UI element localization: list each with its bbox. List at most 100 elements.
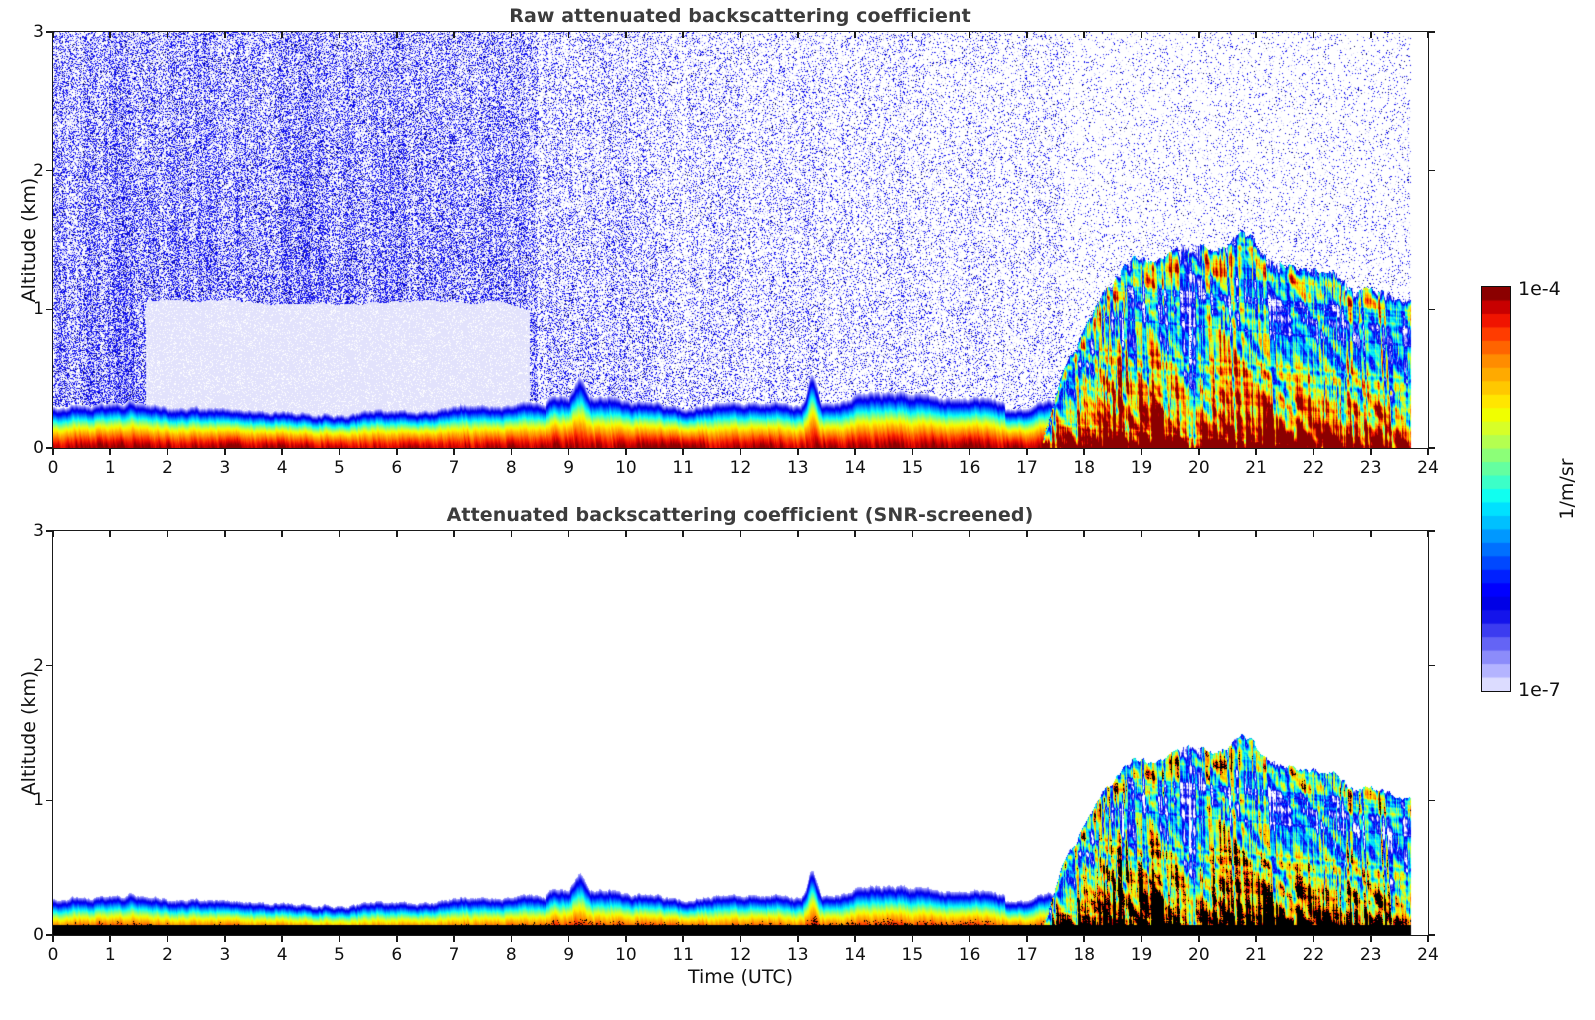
xtick-label-8: 8 [505, 458, 517, 478]
xtick-label-20: 20 [1188, 945, 1210, 965]
xtick-mark [1255, 530, 1257, 537]
xtick-mark [1026, 448, 1028, 455]
screened-panel-ylabel: Altitude (km) [18, 670, 40, 796]
xtick-label-8: 8 [505, 945, 517, 965]
raw-panel-heatmap [53, 32, 1428, 448]
xtick-label-19: 19 [1130, 945, 1153, 965]
xtick-mark [52, 530, 54, 537]
colorbar-max-label: 1e-4 [1518, 278, 1561, 300]
xtick-label-14: 14 [844, 945, 866, 965]
xtick-mark [854, 31, 856, 38]
xtick-mark [567, 935, 570, 942]
screened-panel-axes-frame [52, 530, 1429, 936]
xtick-mark [1369, 448, 1372, 455]
xtick-mark [968, 448, 971, 455]
xtick-mark [682, 935, 684, 942]
ytick-mark [1428, 530, 1435, 532]
xtick-mark [625, 31, 627, 38]
xtick-label-6: 6 [391, 945, 403, 965]
xtick-mark [281, 448, 283, 455]
screened-panel-heatmap [53, 531, 1428, 935]
xtick-mark [567, 448, 570, 455]
xtick-label-20: 20 [1188, 458, 1210, 478]
xtick-label-11: 11 [672, 945, 695, 965]
xtick-label-18: 18 [1073, 458, 1096, 478]
xtick-label-18: 18 [1073, 945, 1096, 965]
xtick-mark [1083, 935, 1086, 942]
xtick-mark [1255, 935, 1257, 942]
ytick-mark [46, 447, 53, 449]
xtick-mark [224, 31, 226, 38]
xtick-mark [338, 935, 341, 942]
xtick-mark [395, 31, 398, 38]
xtick-mark [739, 448, 742, 455]
xtick-mark [166, 31, 169, 38]
screened-panel-title: Attenuated backscattering coefficient (S… [446, 504, 1034, 526]
xtick-mark [682, 31, 684, 38]
xtick-label-4: 4 [276, 945, 288, 965]
xtick-mark [395, 448, 398, 455]
xtick-label-3: 3 [219, 458, 231, 478]
colorbar-unit-label: 1/m/sr [1556, 458, 1578, 520]
xtick-mark [1369, 935, 1372, 942]
xtick-mark [1312, 935, 1315, 942]
ytick-mark [1428, 308, 1435, 311]
ytick-mark [1428, 934, 1435, 936]
xtick-mark [911, 530, 914, 537]
xtick-mark [968, 31, 971, 38]
xtick-mark [1427, 935, 1429, 942]
screened-panel-xlabel: Time (UTC) [687, 966, 794, 988]
xtick-mark [911, 935, 914, 942]
xtick-mark [1140, 448, 1143, 455]
ytick-label-3: 3 [33, 22, 44, 42]
xtick-mark [109, 530, 112, 537]
xtick-mark [1312, 530, 1315, 537]
xtick-mark [338, 448, 341, 455]
xtick-label-16: 16 [958, 945, 981, 965]
ytick-mark [46, 31, 53, 33]
xtick-label-16: 16 [958, 458, 981, 478]
ytick-mark [1428, 664, 1435, 667]
xtick-label-7: 7 [448, 458, 460, 478]
xtick-label-14: 14 [844, 458, 866, 478]
xtick-label-21: 21 [1245, 458, 1267, 478]
ytick-mark [46, 530, 53, 532]
xtick-mark [109, 31, 112, 38]
ytick-label-3: 3 [33, 521, 44, 541]
xtick-mark [1369, 31, 1372, 38]
xtick-label-13: 13 [786, 458, 809, 478]
xtick-mark [453, 448, 455, 455]
xtick-mark [625, 448, 627, 455]
xtick-mark [1198, 448, 1200, 455]
xtick-mark [338, 530, 341, 537]
xtick-mark [1312, 448, 1315, 455]
xtick-mark [1427, 448, 1429, 455]
xtick-label-2: 2 [162, 945, 173, 965]
xtick-label-23: 23 [1359, 945, 1382, 965]
xtick-mark [739, 530, 742, 537]
xtick-label-15: 15 [901, 945, 924, 965]
xtick-label-15: 15 [901, 458, 924, 478]
ytick-mark [1428, 169, 1435, 172]
xtick-mark [166, 530, 169, 537]
xtick-mark [453, 935, 455, 942]
ytick-mark [46, 934, 53, 936]
xtick-mark [682, 530, 684, 537]
xtick-mark [567, 530, 570, 537]
xtick-mark [739, 935, 742, 942]
xtick-mark [52, 935, 54, 942]
xtick-mark [510, 448, 513, 455]
ytick-label-2: 2 [33, 160, 44, 181]
xtick-mark [1140, 530, 1143, 537]
colorbar-gradient [1482, 287, 1510, 691]
xtick-label-1: 1 [104, 458, 116, 478]
xtick-mark [1427, 31, 1429, 38]
xtick-mark [1198, 935, 1200, 942]
xtick-mark [682, 448, 684, 455]
xtick-mark [911, 448, 914, 455]
xtick-label-2: 2 [162, 458, 173, 478]
ytick-label-0: 0 [33, 925, 44, 945]
xtick-mark [1369, 530, 1372, 537]
xtick-mark [510, 935, 513, 942]
xtick-mark [1427, 530, 1429, 537]
